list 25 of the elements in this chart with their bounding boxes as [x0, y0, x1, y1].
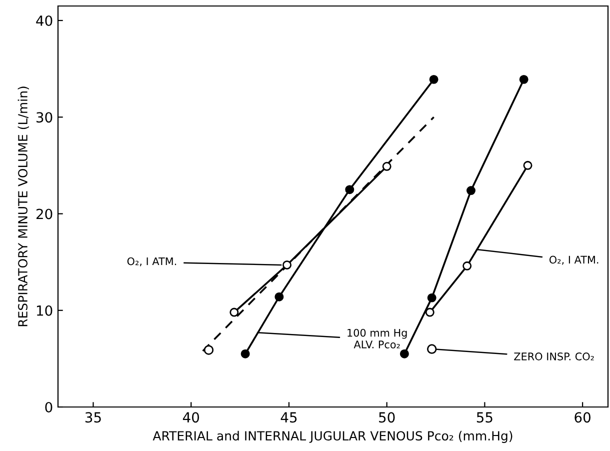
y-axis-title: RESPIRATORY MINUTE VOLUME (L/min) [18, 86, 29, 326]
point [519, 74, 528, 84]
annotation: ZERO INSP. CO₂ [514, 352, 594, 360]
y-tick-label: 20 [36, 208, 52, 220]
x-tick-label: 35 [85, 412, 101, 423]
annotation: O₂, I ATM. [127, 257, 176, 266]
y-tick-label: 10 [36, 305, 52, 316]
y-tick-label: 30 [36, 112, 52, 123]
x-axis-title: ARTERIAL and INTERNAL JUGULAR VENOUS Pco₂ (mm.Hg) [152, 430, 512, 443]
point [427, 293, 436, 302]
annotation: 100 mm Hg ALV. Pco₂ [348, 328, 407, 348]
point [466, 186, 476, 196]
x-tick-label: 45 [280, 412, 297, 423]
annotation: O₂, I ATM. [549, 256, 598, 265]
point [429, 74, 438, 84]
x-tick-label: 55 [476, 412, 492, 423]
point [240, 349, 250, 358]
y-tick-label: 0 [45, 402, 52, 412]
point [274, 292, 284, 302]
y-tick-label: 40 [36, 15, 52, 26]
x-tick-label: 50 [379, 412, 395, 423]
x-tick-label: 40 [182, 412, 200, 423]
point [345, 185, 354, 194]
x-tick-label: 60 [574, 412, 590, 423]
point [400, 349, 409, 358]
